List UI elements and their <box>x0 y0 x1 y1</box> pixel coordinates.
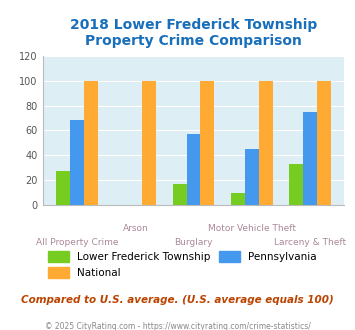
Bar <box>56 171 70 205</box>
Bar <box>142 81 156 205</box>
Bar <box>201 81 214 205</box>
Bar <box>317 81 331 205</box>
Text: Burglary: Burglary <box>174 238 213 247</box>
Bar <box>186 134 201 205</box>
Bar <box>173 183 186 205</box>
Bar <box>245 149 258 205</box>
Bar <box>84 81 98 205</box>
Text: Larceny & Theft: Larceny & Theft <box>274 238 346 247</box>
Text: Motor Vehicle Theft: Motor Vehicle Theft <box>208 224 296 233</box>
Text: © 2025 CityRating.com - https://www.cityrating.com/crime-statistics/: © 2025 CityRating.com - https://www.city… <box>45 322 310 330</box>
Title: 2018 Lower Frederick Township
Property Crime Comparison: 2018 Lower Frederick Township Property C… <box>70 18 317 48</box>
Bar <box>70 120 84 205</box>
Bar <box>258 81 273 205</box>
Text: All Property Crime: All Property Crime <box>36 238 119 247</box>
Bar <box>231 193 245 205</box>
Legend: Lower Frederick Township, National, Pennsylvania: Lower Frederick Township, National, Penn… <box>48 251 316 278</box>
Bar <box>303 112 317 205</box>
Text: Arson: Arson <box>122 224 148 233</box>
Text: Compared to U.S. average. (U.S. average equals 100): Compared to U.S. average. (U.S. average … <box>21 295 334 305</box>
Bar <box>289 164 303 205</box>
